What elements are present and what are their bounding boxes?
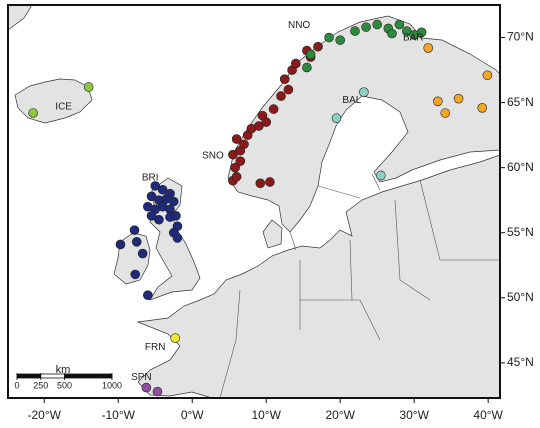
sample-point [115,239,126,250]
sample-points [28,19,493,397]
sample-point [313,41,323,52]
sample-point [239,139,249,150]
sample-point [291,58,301,69]
sample-point [168,196,179,207]
sample-point [129,225,140,235]
sample-point [387,28,397,39]
sample-point [283,84,294,95]
sample-point [130,269,141,280]
sample-point [131,237,142,247]
x-tick-label: -20°W [28,408,62,422]
region-label: BAL [342,95,361,106]
x-tick-label: 10°W [251,408,281,422]
sample-point [440,108,451,118]
sample-point [350,26,360,36]
sample-point [150,181,161,191]
x-tick-label: 0°W [181,408,204,422]
sample-point [137,248,148,259]
sample-point [230,162,240,173]
x-tick-label: 30°W [399,408,429,422]
scale-label: 500 [57,380,72,390]
region-label: BRI [142,173,159,184]
x-tick-label: -10°W [102,408,136,422]
region-label: SPN [131,372,152,383]
sample-point [228,149,238,160]
sample-point [372,19,382,30]
sample-point [157,184,168,195]
sample-point [376,170,386,181]
sample-point [154,214,164,225]
y-tick-label: 45°N [507,355,534,369]
sample-point [276,91,286,101]
map-frame [7,4,501,399]
y-tick-label: 65°N [507,95,534,109]
sample-point [279,74,290,84]
region-label: ICE [55,102,72,113]
region-label: BAR [403,33,424,44]
sample-point [28,108,38,118]
sample-point [235,156,246,166]
sample-point [453,93,464,104]
sample-point [231,134,242,144]
sample-point [324,32,334,43]
sample-point [335,35,345,45]
denmark [262,219,283,249]
sample-point [394,19,405,30]
y-tick-label: 70°N [507,30,534,44]
region-label: NNO [288,20,310,31]
scale-label: 250 [33,380,48,390]
sample-point [146,191,157,202]
sample-point [171,211,181,221]
sample-point [254,121,264,131]
sample-point [170,333,181,343]
y-tick-label: 60°N [507,160,534,174]
sample-point [433,96,443,107]
sample-point [268,104,279,114]
sample-point [401,26,412,36]
sample-point [146,211,157,221]
sample-point [83,82,94,92]
scale-segment [16,373,42,379]
sample-point [255,178,266,189]
sample-point [257,110,268,121]
scale-label: 0 [14,380,19,390]
sample-point [361,22,371,32]
y-tick-label: 55°N [507,225,534,239]
x-tick-label: 20°W [325,408,355,422]
y-tick-label: 50°N [507,290,534,304]
scale-unit: km [56,364,71,376]
sample-point [305,49,316,60]
sample-point [152,386,163,397]
sample-point [231,171,242,182]
sample-point [482,70,493,81]
scale-segment [64,373,113,379]
sample-point [143,290,153,300]
sample-point [331,113,342,124]
sample-point [359,87,369,97]
region-label: FRN [145,342,166,353]
sample-point [477,103,488,113]
sample-point [423,43,434,53]
sample-point [416,27,427,38]
sample-point [302,62,312,73]
region-label: SNO [202,150,224,161]
scale-label: 1000 [102,380,122,390]
sample-point [141,382,152,393]
scale-segment [40,373,65,379]
country-borders [219,173,500,399]
x-tick-label: 40°W [473,408,503,422]
sample-point [265,177,275,187]
sample-point [172,233,183,243]
